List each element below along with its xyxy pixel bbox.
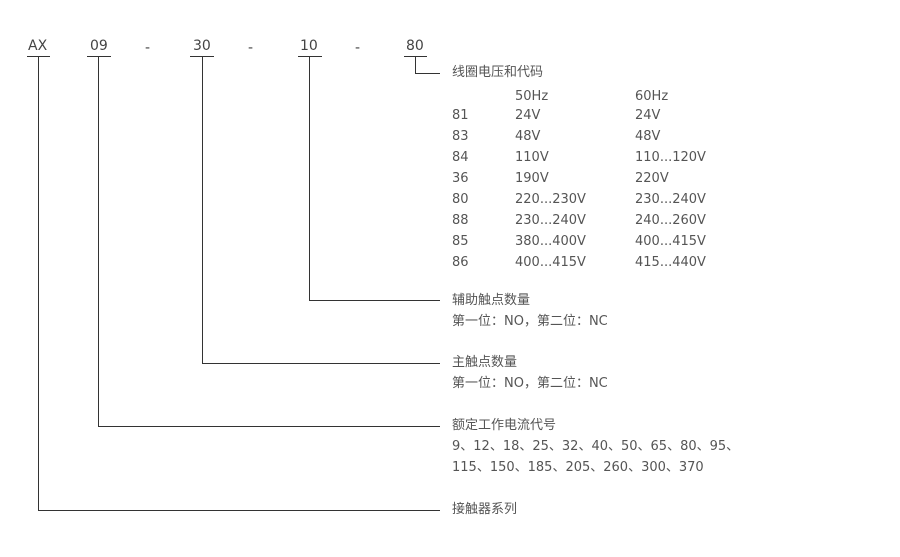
voltage-60hz: 110...120V xyxy=(635,150,706,165)
coil-code: 36 xyxy=(452,171,469,186)
code-coil: 80 xyxy=(406,38,424,54)
voltage-50hz: 230...240V xyxy=(515,213,586,228)
voltage-50hz: 220...230V xyxy=(515,192,586,207)
coil-code: 80 xyxy=(452,192,469,207)
voltage-50hz: 24V xyxy=(515,108,541,123)
code-current: 09 xyxy=(90,38,108,54)
coil-title: 线圈电压和代码 xyxy=(452,65,544,80)
voltage-60hz: 48V xyxy=(635,129,661,144)
aux-desc: 第一位：NO，第二位：NC xyxy=(452,314,608,329)
line-current xyxy=(98,57,440,427)
line-series xyxy=(38,57,440,511)
line-aux xyxy=(309,57,440,301)
main-title: 主触点数量 xyxy=(452,355,518,370)
code-aux: 10 xyxy=(300,38,318,54)
coil-code: 84 xyxy=(452,150,469,165)
code-main: 30 xyxy=(193,38,211,54)
voltage-50hz: 190V xyxy=(515,171,549,186)
voltage-50hz: 48V xyxy=(515,129,541,144)
dash: - xyxy=(248,40,254,56)
voltage-60hz: 240...260V xyxy=(635,213,706,228)
header-60hz: 60Hz xyxy=(635,89,669,104)
coil-code: 86 xyxy=(452,255,469,270)
voltage-50hz: 380...400V xyxy=(515,234,586,249)
voltage-60hz: 230...240V xyxy=(635,192,706,207)
main-desc: 第一位：NO，第二位：NC xyxy=(452,376,608,391)
voltage-50hz: 110V xyxy=(515,150,549,165)
coil-code: 85 xyxy=(452,234,469,249)
line-coil xyxy=(415,57,440,74)
coil-code: 81 xyxy=(452,108,469,123)
coil-code: 83 xyxy=(452,129,469,144)
coil-code: 88 xyxy=(452,213,469,228)
code-series: AX xyxy=(28,38,48,54)
voltage-50hz: 400...415V xyxy=(515,255,586,270)
voltage-60hz: 415...440V xyxy=(635,255,706,270)
voltage-60hz: 220V xyxy=(635,171,669,186)
current-values-1: 9、12、18、25、32、40、50、65、80、95、 xyxy=(452,439,740,454)
current-values-2: 115、150、185、205、260、300、370 xyxy=(452,460,704,475)
voltage-60hz: 24V xyxy=(635,108,661,123)
current-title: 额定工作电流代号 xyxy=(452,418,557,433)
line-main xyxy=(202,57,440,364)
voltage-60hz: 400...415V xyxy=(635,234,706,249)
header-50hz: 50Hz xyxy=(515,89,549,104)
dash: - xyxy=(355,40,361,56)
series-title: 接触器系列 xyxy=(452,502,518,517)
aux-title: 辅助触点数量 xyxy=(452,293,531,308)
dash: - xyxy=(145,40,151,56)
